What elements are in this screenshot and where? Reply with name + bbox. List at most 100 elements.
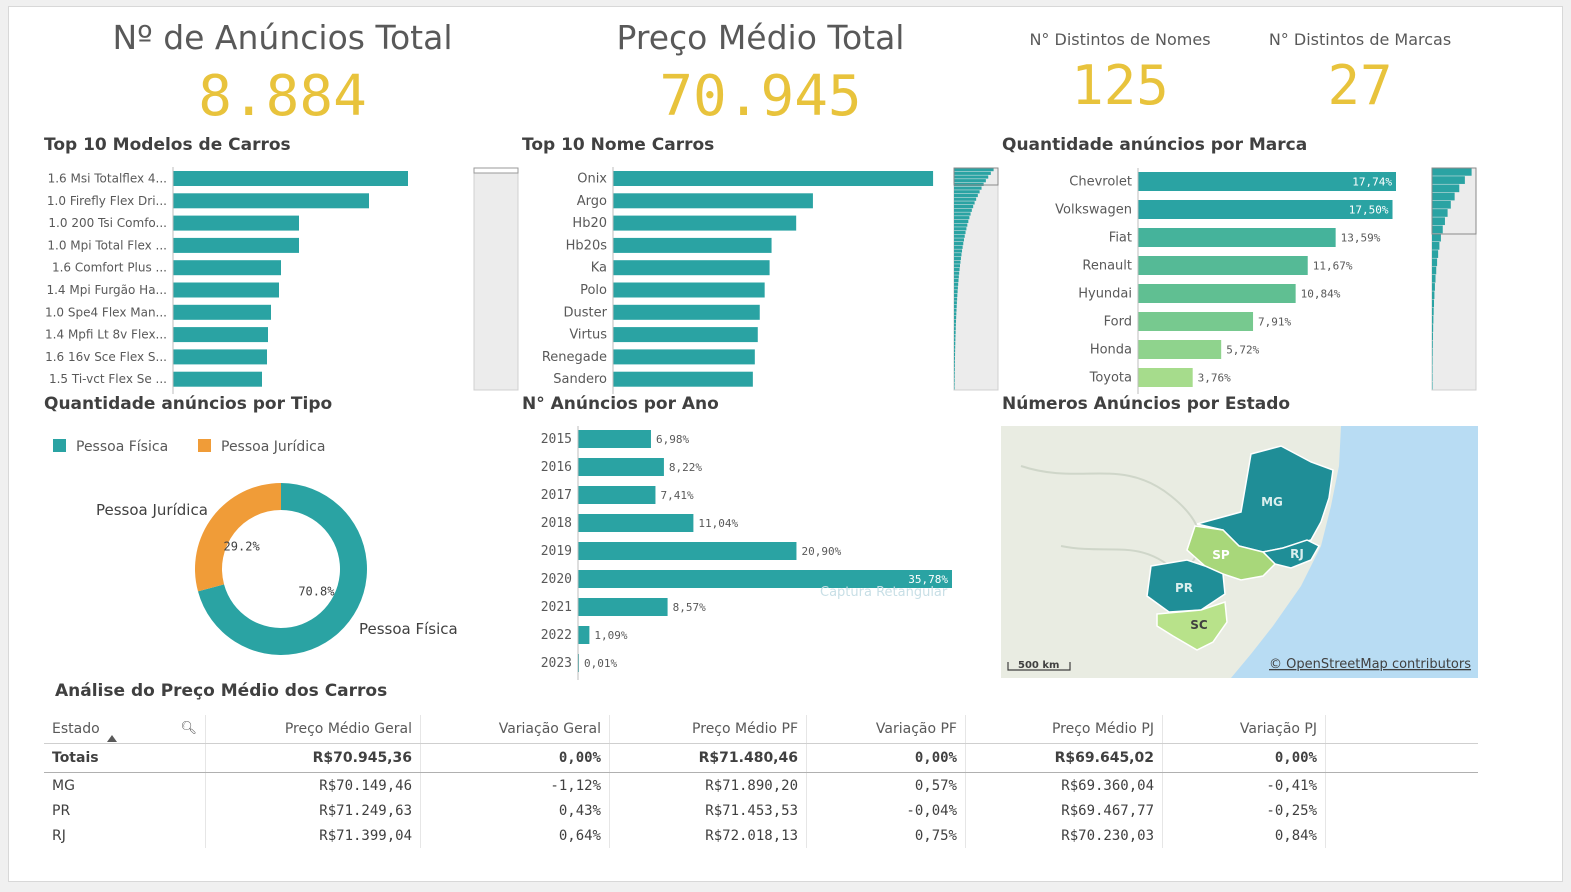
nomes-mini-bar (954, 308, 957, 312)
state-sp[interactable] (1186, 525, 1277, 581)
table-row[interactable]: MG R$70.149,46 -1,12% R$71.890,20 0,57% … (44, 772, 1478, 798)
search-icon[interactable]: 🔍︎ (180, 721, 197, 736)
nomes-bar[interactable] (613, 282, 765, 298)
marca-bar[interactable] (1138, 228, 1336, 247)
nomes-bar[interactable] (613, 215, 797, 231)
marca-bar[interactable] (1138, 200, 1393, 219)
map-attribution-link[interactable]: © OpenStreetMap contributors (1269, 657, 1471, 672)
row-estado[interactable]: MG (52, 777, 75, 794)
header-estado[interactable]: Estado 🔍︎ (44, 715, 206, 744)
marca-bar[interactable] (1138, 312, 1254, 331)
ano-bar[interactable] (578, 626, 590, 644)
ano-bar[interactable] (578, 430, 651, 448)
marca-bar[interactable] (1138, 284, 1296, 303)
nomes-category-label: Duster (564, 305, 608, 320)
kpi-anuncios-value: 8.884 (198, 64, 367, 129)
modelos-bar[interactable] (173, 171, 408, 186)
nomes-bar[interactable] (613, 171, 934, 186)
donut-slice-pf[interactable] (197, 483, 367, 655)
modelos-minichart-scroll[interactable] (473, 167, 519, 391)
nomes-mini-bar (954, 319, 957, 323)
nomes-bar[interactable] (613, 237, 772, 253)
marca-category-label: Hyundai (1078, 287, 1132, 302)
ano-bar[interactable] (578, 570, 952, 588)
row-estado[interactable]: PR (52, 802, 71, 819)
nomes-chart[interactable]: Onix Argo Hb20 Hb20s Ka Polo Duster Virtus Reneg… (520, 162, 1000, 394)
ano-chart[interactable]: 2015 6,98% 2016 8,22% 2017 7,41% 2018 11,04% 201… (520, 422, 960, 680)
ano-bar[interactable] (578, 598, 668, 616)
ano-category-label: 2020 (541, 572, 572, 587)
row-cell: R$69.360,04 (965, 772, 1163, 798)
row-spacer (1325, 798, 1478, 823)
state-rj[interactable] (1261, 539, 1321, 569)
nomes-bar[interactable] (613, 193, 813, 209)
modelos-chart[interactable]: 1.6 Msi Totalflex 4... 1.0 Firefly Flex D… (40, 162, 525, 394)
row-cell: -0,41% (1162, 772, 1326, 798)
ano-bar[interactable] (578, 458, 664, 476)
modelos-bar[interactable] (173, 371, 262, 387)
marca-mini-bar (1432, 192, 1455, 201)
header-preco-pf[interactable]: Preço Médio PF (609, 715, 807, 744)
ano-bar[interactable] (578, 514, 694, 532)
header-preco-pj[interactable]: Preço Médio PJ (965, 715, 1163, 744)
ano-data-label: 1,09% (594, 629, 627, 642)
nomes-mini-bar (954, 216, 970, 220)
ano-bar[interactable] (578, 486, 656, 504)
state-label-sp: SP (1212, 548, 1230, 562)
legend-label-pf[interactable]: Pessoa Física (76, 439, 168, 455)
header-variacao-geral[interactable]: Variação Geral (420, 715, 610, 744)
legend-label-pj[interactable]: Pessoa Jurídica (221, 439, 325, 455)
modelos-scroll-thumb[interactable] (473, 167, 519, 174)
modelos-bar[interactable] (173, 215, 299, 231)
table-row[interactable]: PR R$71.249,63 0,43% R$71.453,53 -0,04% … (44, 798, 1478, 823)
marca-mini-bar (1432, 217, 1445, 226)
ano-data-label: 0,01% (584, 657, 617, 670)
modelos-bar[interactable] (173, 304, 271, 320)
marca-chart[interactable]: Chevrolet 17,74% Volkswagen 17,50% Fiat 13,59… (1000, 162, 1480, 394)
sort-ascending-icon[interactable] (107, 735, 117, 742)
header-variacao-pj[interactable]: Variação PJ (1162, 715, 1326, 744)
modelos-bar[interactable] (173, 260, 281, 276)
modelos-bar[interactable] (173, 327, 268, 343)
modelos-bar[interactable] (173, 193, 369, 209)
header-variacao-pf[interactable]: Variação PF (806, 715, 966, 744)
donut-slice-pj[interactable] (194, 483, 281, 592)
marca-bar[interactable] (1138, 368, 1193, 387)
estado-map[interactable]: MG SP RJ PR SC 500 km © OpenStreetMap co… (1001, 426, 1478, 678)
nomes-mini-bar (954, 375, 955, 379)
state-pr[interactable] (1146, 559, 1226, 613)
nomes-minichart-scroll[interactable] (953, 167, 999, 391)
nomes-bar[interactable] (613, 260, 770, 276)
nomes-bar[interactable] (613, 327, 758, 343)
marca-mini-bar (1432, 225, 1443, 234)
marca-mini-bar (1432, 332, 1433, 341)
marca-bar[interactable] (1138, 340, 1222, 359)
ano-bar[interactable] (578, 542, 797, 560)
marca-bar[interactable] (1138, 256, 1308, 275)
modelos-bar[interactable] (173, 237, 299, 253)
nomes-mini-bar (954, 371, 955, 375)
ano-category-label: 2023 (541, 656, 572, 671)
marca-mini-bar (1432, 283, 1435, 291)
modelos-bar[interactable] (173, 349, 267, 365)
nomes-mini-bar (954, 327, 956, 331)
analise-table: Estado 🔍︎ Preço Médio Geral Variação Gera… (44, 715, 1478, 848)
nomes-mini-bar (954, 253, 962, 257)
modelos-bar[interactable] (173, 282, 279, 298)
marca-minichart-scroll[interactable] (1431, 167, 1477, 391)
marca-bar[interactable] (1138, 172, 1396, 191)
header-preco-geral[interactable]: Preço Médio Geral (205, 715, 421, 744)
tipo-chart[interactable]: Pessoa Física Pessoa Jurídica 70.8% 29.2%… (40, 425, 480, 675)
header-estado-label: Estado (52, 721, 100, 737)
nomes-scroll-thumb[interactable] (953, 167, 999, 186)
nomes-bar[interactable] (613, 349, 755, 365)
marca-scroll-thumb[interactable] (1431, 167, 1477, 235)
table-row[interactable]: RJ R$71.399,04 0,64% R$72.018,13 0,75% R… (44, 823, 1478, 848)
row-estado[interactable]: RJ (52, 827, 66, 844)
nomes-bar[interactable] (613, 304, 760, 320)
donut-outside-label-pj: Pessoa Jurídica (96, 501, 208, 519)
state-sc[interactable] (1156, 600, 1228, 651)
modelos-scroll-track[interactable] (473, 167, 519, 391)
nomes-bar[interactable] (613, 371, 753, 387)
tipo-legend[interactable]: Pessoa Física Pessoa Jurídica (53, 439, 325, 455)
